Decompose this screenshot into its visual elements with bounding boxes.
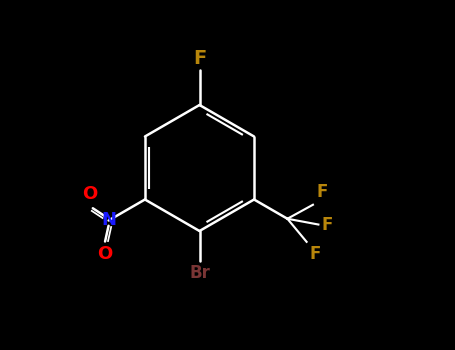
Text: Br: Br <box>189 264 210 282</box>
Text: F: F <box>309 245 321 262</box>
Text: F: F <box>316 183 328 201</box>
Text: F: F <box>193 49 206 68</box>
Text: N: N <box>101 211 116 230</box>
Text: F: F <box>322 216 333 233</box>
Text: O: O <box>97 245 113 263</box>
Text: O: O <box>82 185 97 203</box>
